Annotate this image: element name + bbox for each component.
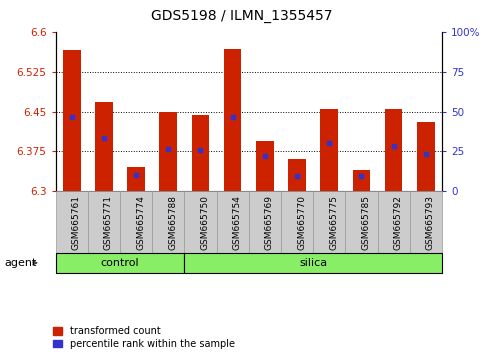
Bar <box>224 49 242 191</box>
Text: control: control <box>100 258 139 268</box>
Text: GSM665754: GSM665754 <box>233 195 242 250</box>
Text: GSM665771: GSM665771 <box>104 195 113 250</box>
Bar <box>320 109 338 191</box>
Text: GSM665774: GSM665774 <box>136 195 145 250</box>
Text: GSM665775: GSM665775 <box>329 195 338 250</box>
Text: GSM665792: GSM665792 <box>394 195 403 250</box>
Text: GSM665761: GSM665761 <box>71 195 81 250</box>
Point <box>164 146 172 152</box>
Point <box>357 173 365 179</box>
Text: GSM665750: GSM665750 <box>200 195 210 250</box>
Text: agent: agent <box>5 258 37 268</box>
Text: GSM665785: GSM665785 <box>361 195 370 250</box>
Bar <box>353 170 370 191</box>
Text: GSM665770: GSM665770 <box>297 195 306 250</box>
Point <box>293 173 301 179</box>
Point <box>100 135 108 141</box>
Bar <box>127 167 145 191</box>
Bar <box>192 115 209 191</box>
Text: GSM665769: GSM665769 <box>265 195 274 250</box>
Point <box>261 153 269 159</box>
Point <box>229 114 237 120</box>
Text: silica: silica <box>299 258 327 268</box>
Text: GSM665793: GSM665793 <box>426 195 435 250</box>
Point <box>422 151 430 157</box>
Point <box>326 141 333 146</box>
Legend: transformed count, percentile rank within the sample: transformed count, percentile rank withi… <box>53 326 235 349</box>
Point <box>197 147 204 153</box>
Text: GSM665788: GSM665788 <box>168 195 177 250</box>
Bar <box>63 50 81 191</box>
Bar <box>95 102 113 191</box>
Point <box>132 172 140 178</box>
Bar <box>256 141 274 191</box>
Bar <box>385 109 402 191</box>
Bar <box>159 112 177 191</box>
Bar <box>417 122 435 191</box>
Point <box>390 143 398 149</box>
Bar <box>288 159 306 191</box>
Point <box>68 114 75 120</box>
Text: GDS5198 / ILMN_1355457: GDS5198 / ILMN_1355457 <box>151 9 332 23</box>
